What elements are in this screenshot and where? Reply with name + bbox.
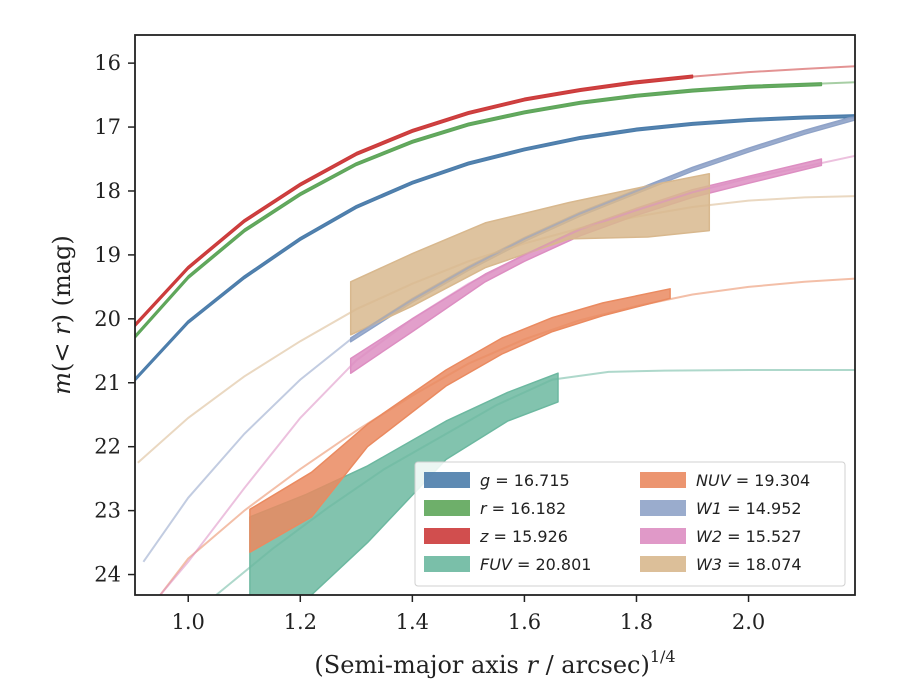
y-tick-label: 18 xyxy=(94,179,121,203)
legend-swatch-W2 xyxy=(640,528,686,544)
x-tick-label: 1.8 xyxy=(620,610,653,634)
x-tick-label: 1.4 xyxy=(396,610,429,634)
y-tick-label: 21 xyxy=(94,371,121,395)
legend: g = 16.715 r = 16.182 z = 15.926 FUV = 20.8… xyxy=(414,461,846,587)
legend-swatch-W1 xyxy=(640,500,686,516)
legend-label-W1: W1 = 14.952 xyxy=(696,499,802,518)
x-tick-label: 1.6 xyxy=(508,610,541,634)
y-tick-label: 22 xyxy=(94,435,121,459)
model-curve-NUV xyxy=(159,277,855,595)
y-tick-label: 23 xyxy=(94,499,121,523)
legend-label-W2: W2 = 15.527 xyxy=(696,527,802,546)
model-curve-z xyxy=(135,65,855,326)
x-axis: 1.0 1.2 1.4 1.6 1.8 2.0 xyxy=(172,595,765,634)
legend-label-z: z = 15.926 xyxy=(479,527,568,546)
legend-label-r: r = 16.182 xyxy=(480,499,566,518)
legend-swatch-NUV xyxy=(640,472,686,488)
model-curve-g xyxy=(135,115,855,381)
model-curve-W3 xyxy=(137,195,855,464)
y-axis: 16 17 18 19 20 21 22 23 24 xyxy=(94,51,135,587)
model-curves xyxy=(135,65,855,595)
y-tick-label: 24 xyxy=(94,563,121,587)
y-axis-title: m(< r) (mag) xyxy=(48,235,76,395)
model-curve-r xyxy=(135,81,855,338)
y-tick-label: 17 xyxy=(94,115,121,139)
y-tick-label: 20 xyxy=(94,307,121,331)
data-band-W3 xyxy=(349,172,711,336)
legend-label-g: g = 16.715 xyxy=(480,471,570,490)
legend-label-FUV: FUV = 20.801 xyxy=(480,555,591,574)
legend-swatch-z xyxy=(424,528,470,544)
data-band-FUV xyxy=(249,372,559,595)
model-curve-W2 xyxy=(159,154,855,595)
legend-swatch-W3 xyxy=(640,556,686,572)
x-tick-label: 1.2 xyxy=(284,610,317,634)
y-tick-label: 19 xyxy=(94,243,121,267)
data-band-g xyxy=(135,114,855,382)
legend-swatch-g xyxy=(424,472,470,488)
legend-swatch-FUV xyxy=(424,556,470,572)
data-band-z xyxy=(135,74,694,328)
legend-label-W3: W3 = 18.074 xyxy=(696,555,802,574)
y-tick-label: 16 xyxy=(94,51,121,75)
legend-box xyxy=(414,461,846,587)
model-curve-FUV xyxy=(215,369,855,595)
legend-swatch-r xyxy=(424,500,470,516)
data-band-r xyxy=(135,82,823,339)
legend-label-NUV: NUV = 19.304 xyxy=(696,471,810,490)
x-axis-title: (Semi-major axis r / arcsec)1/4 xyxy=(314,647,675,679)
x-tick-label: 1.0 xyxy=(172,610,205,634)
plot-frame xyxy=(134,34,856,596)
x-tick-label: 2.0 xyxy=(732,610,765,634)
